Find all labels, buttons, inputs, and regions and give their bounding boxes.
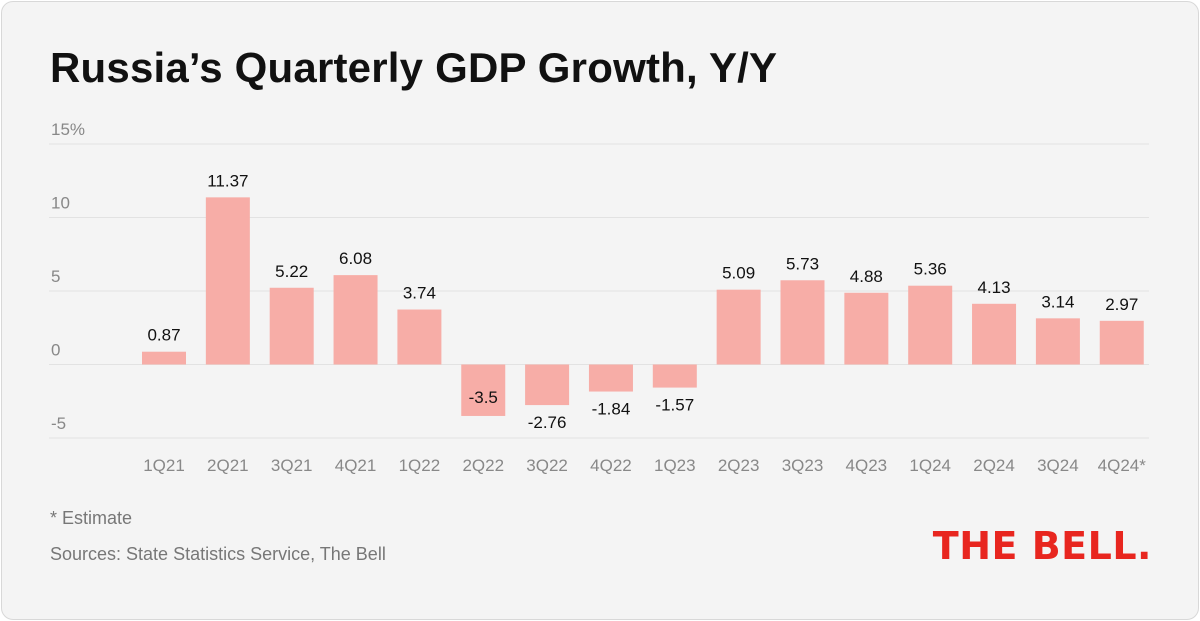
data-label: 3.14 (1041, 292, 1074, 311)
data-label: 2.97 (1105, 295, 1138, 314)
y-tick-label: 10 (51, 194, 70, 213)
data-label: -1.84 (592, 400, 631, 419)
x-tick-label: 3Q23 (782, 456, 824, 475)
bar (1035, 318, 1080, 365)
data-label: 5.73 (786, 254, 819, 273)
x-tick-label: 2Q23 (718, 456, 760, 475)
data-label: 5.09 (722, 264, 755, 283)
data-label: 0.87 (147, 326, 180, 345)
data-label: 3.74 (403, 284, 436, 303)
bar (972, 303, 1017, 365)
data-label: -3.5 (469, 388, 498, 407)
the-bell-logo: THE BELL. (932, 524, 1152, 568)
bar (1099, 320, 1144, 365)
data-labels: 0.87 11.37 5.22 6.08 3.74 -3.5 -2.76 -1.84 -1.57… (147, 171, 1138, 432)
bar (716, 289, 761, 365)
bar (461, 364, 506, 416)
data-label: 5.36 (914, 260, 947, 279)
data-label: 6.08 (339, 249, 372, 268)
x-tick-label: 4Q23 (846, 456, 888, 475)
bar (333, 275, 378, 365)
y-tick-label: -5 (51, 414, 66, 433)
data-label: 4.88 (850, 267, 883, 286)
bar (780, 280, 825, 365)
x-tick-label: 2Q24 (973, 456, 1015, 475)
x-tick-label: 1Q23 (654, 456, 696, 475)
bar (525, 364, 570, 406)
y-tick-label: 5 (51, 267, 60, 286)
x-tick-label: 2Q22 (462, 456, 504, 475)
bar (652, 364, 697, 388)
bars (142, 197, 1144, 416)
x-axis-ticks: 1Q21 2Q21 3Q21 4Q21 1Q22 2Q22 3Q22 4Q22 1Q23 2Q23… (143, 456, 1146, 475)
x-tick-label: 3Q22 (526, 456, 568, 475)
bar (397, 309, 442, 365)
x-tick-label: 1Q24 (909, 456, 951, 475)
bar (205, 197, 250, 365)
x-tick-label: 1Q22 (399, 456, 441, 475)
y-tick-label: 15% (51, 120, 85, 139)
x-tick-label: 4Q24* (1098, 456, 1147, 475)
footnote: * Estimate (50, 508, 133, 528)
bar (142, 351, 186, 365)
bar (908, 285, 953, 365)
bar (269, 287, 314, 365)
x-tick-label: 4Q21 (335, 456, 377, 475)
data-label: 5.22 (275, 262, 308, 281)
y-axis-ticks: 15% 10 5 0 -5 (51, 120, 85, 433)
data-label: 4.13 (978, 278, 1011, 297)
chart-title: Russia’s Quarterly GDP Growth, Y/Y (50, 44, 778, 91)
y-tick-label: 0 (51, 341, 60, 360)
sources-note: Sources: State Statistics Service, The B… (50, 544, 386, 564)
bar (588, 364, 633, 392)
x-tick-label: 2Q21 (207, 456, 249, 475)
x-tick-label: 3Q24 (1037, 456, 1079, 475)
x-tick-label: 4Q22 (590, 456, 632, 475)
x-tick-label: 1Q21 (143, 456, 185, 475)
data-label: -1.57 (655, 396, 694, 415)
bar (844, 292, 889, 365)
x-tick-label: 3Q21 (271, 456, 313, 475)
data-label: 11.37 (207, 171, 248, 190)
data-label: -2.76 (528, 413, 567, 432)
